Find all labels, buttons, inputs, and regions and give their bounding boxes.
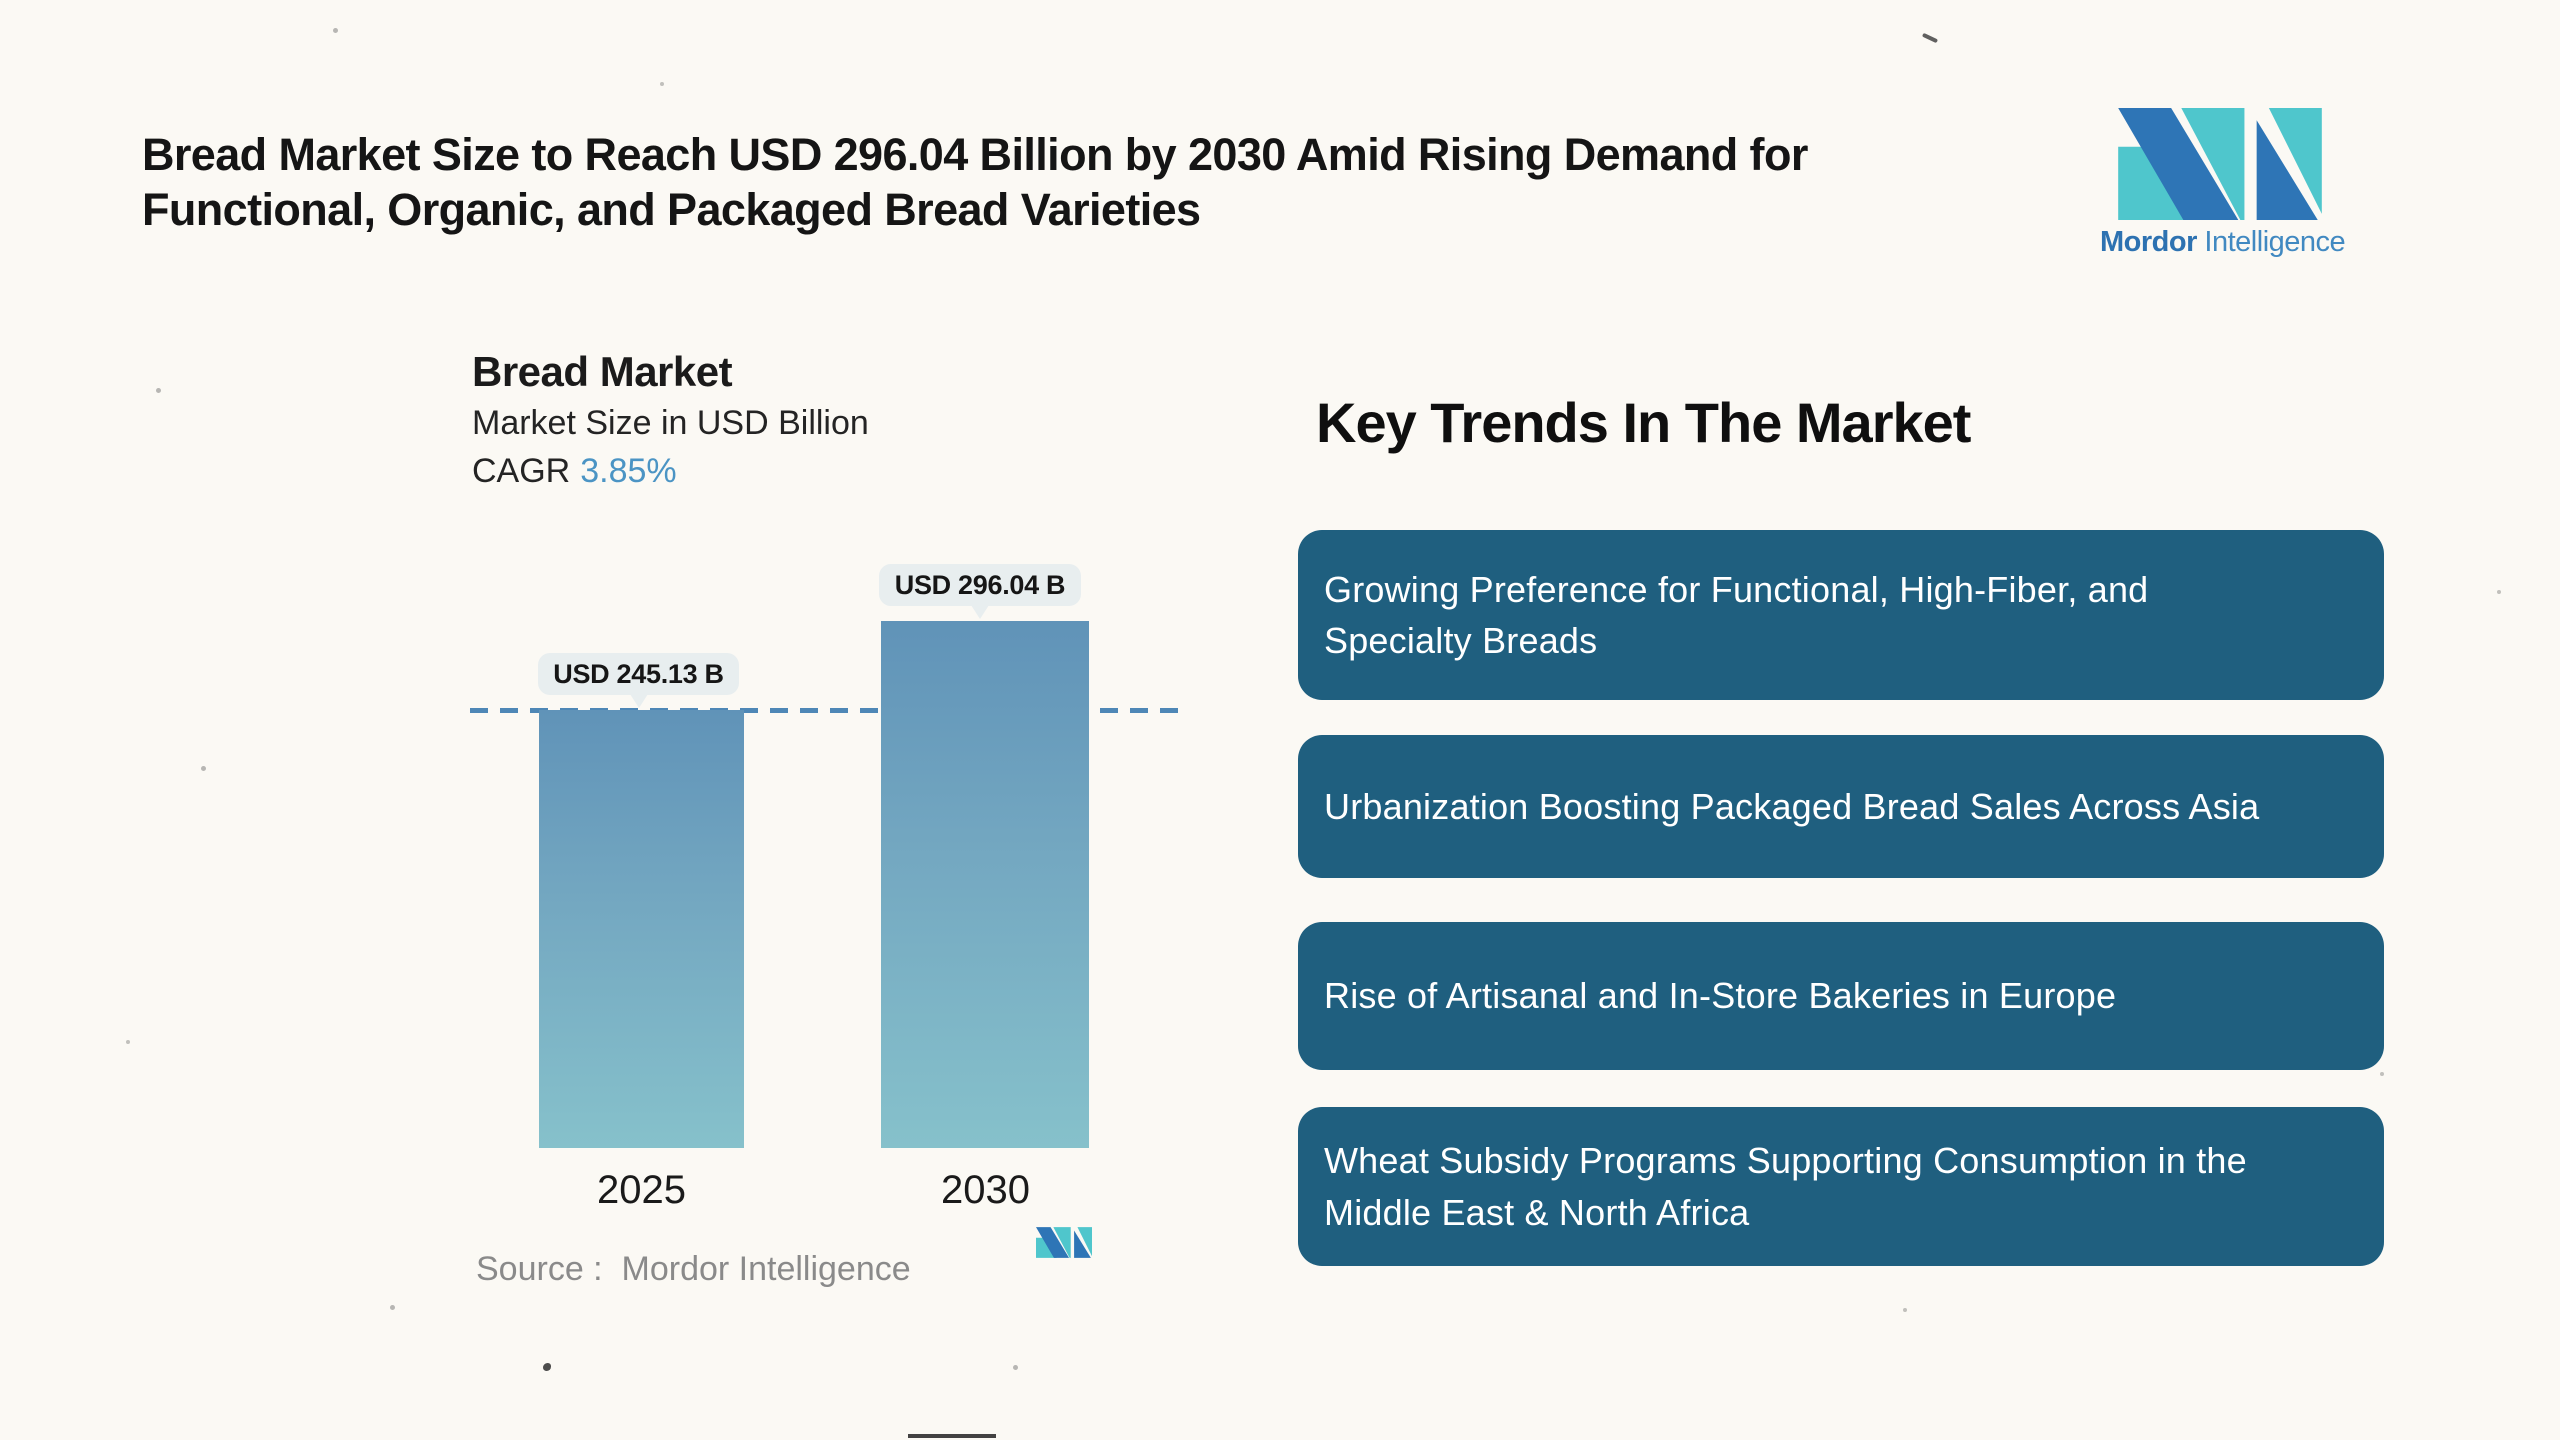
speckle [390,1305,395,1310]
speckle [543,1363,551,1371]
speckle [156,388,161,393]
speckle [1903,1308,1907,1312]
speckle [2497,590,2501,594]
speckle [201,766,206,771]
mordor-intelligence-logo-icon [2118,108,2322,220]
chart-title: Bread Market [472,348,733,395]
page-title: Bread Market Size to Reach USD 296.04 Bi… [142,129,1808,235]
cagr-value: 3.85% [580,452,677,490]
speckle [126,1040,130,1044]
source-attribution: Source : Mordor Intelligence [476,1250,911,1288]
speckle [660,82,664,86]
mordor-intelligence-mini-logo-icon [1036,1227,1092,1258]
brand-logo: Mordor Intelligence [2100,108,2346,259]
speckle [1921,32,1939,44]
bar-2025 [539,710,744,1148]
trend-card-1: Growing Preference for Functional, High-… [1298,530,2384,700]
brand-name-regular: Intelligence [2196,226,2346,258]
speckle [1013,1365,1018,1370]
trend-card-3: Rise of Artisanal and In-Store Bakeries … [1298,922,2384,1070]
reference-dashed-line [470,708,1182,713]
brand-name-bold: Mordor [2100,226,2197,258]
axis-label-2030: 2030 [941,1168,1030,1212]
trend-card-4: Wheat Subsidy Programs Supporting Consum… [1298,1107,2384,1266]
key-trends-heading: Key Trends In The Market [1316,391,1971,454]
value-label-2025: USD 245.13 B [538,653,739,695]
axis-label-2025: 2025 [597,1168,686,1212]
brand-wordmark: Mordor Intelligence [2100,226,2346,259]
speckle [2380,1072,2384,1076]
speckle [333,28,338,33]
value-label-2030: USD 296.04 B [879,564,1081,606]
trend-card-2: Urbanization Boosting Packaged Bread Sal… [1298,735,2384,878]
cagr-label: CAGR [472,452,571,490]
chart-cagr: CAGR 3.85% [472,452,677,491]
bar-2030 [881,621,1089,1148]
speckle [908,1434,996,1438]
chart-subtitle: Market Size in USD Billion [472,404,869,442]
